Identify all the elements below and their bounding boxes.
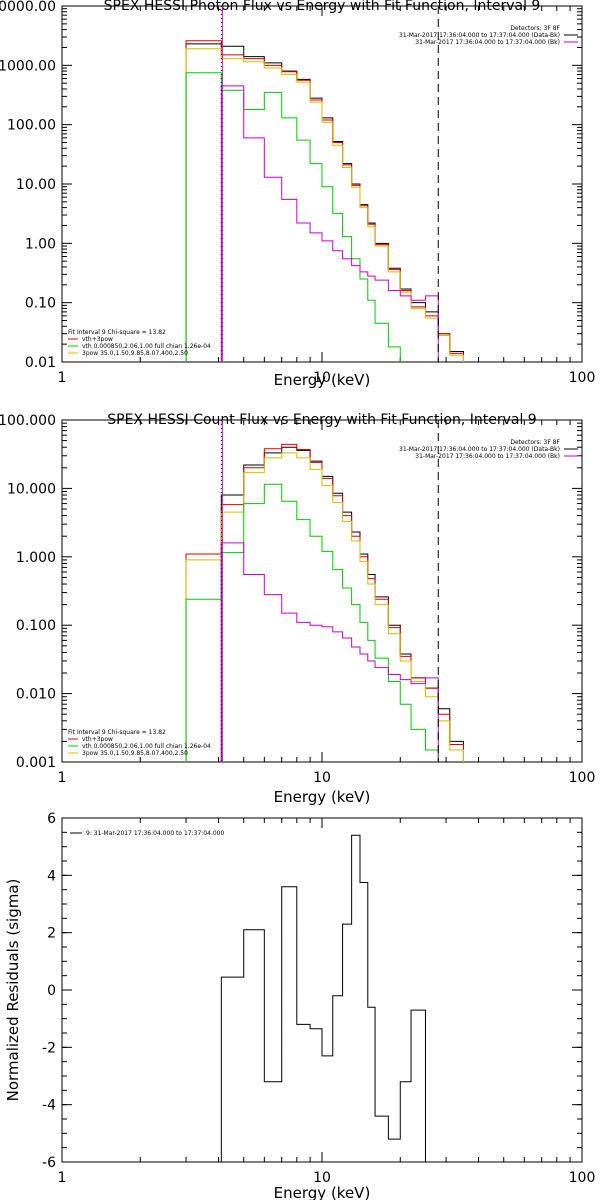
series-line-5	[220, 85, 439, 362]
y-tick-label: 1000.00	[0, 58, 56, 74]
y-tick-label: 0.10	[25, 296, 56, 312]
legend-text: vth 0.000850,2.06,1.00 full chian 1.26e-…	[82, 343, 211, 350]
series-line-2	[185, 40, 464, 362]
series-line-5	[220, 542, 439, 762]
y-tick-label: 10000.00	[0, 0, 56, 15]
y-tick-label: -4	[42, 1098, 56, 1114]
legend-text: 3pow 35.0,1.50,9.85,8.07,400,2.50	[82, 350, 188, 357]
y-tick-label: 0.010	[16, 687, 56, 703]
plot-frame	[61, 817, 583, 1163]
series-line-3	[185, 48, 464, 362]
y-tick-label: 0.001	[16, 755, 56, 771]
legend-text: 31-Mar-2017 17:36:04.000 to 17:37:04.000…	[415, 39, 560, 46]
legend-text: Fit Interval 9 Chi-square = 13.82	[68, 729, 166, 736]
y-tick-label: 0	[47, 983, 56, 999]
legend-text: 31-Mar-2017 17:36:04.000 to 17:37:04.000…	[399, 32, 560, 39]
panel-2: SPEX HESSI Count Flux vs Energy with Fit…	[0, 412, 596, 806]
series-line-1	[220, 834, 439, 1162]
x-tick-label: 100	[569, 770, 596, 786]
legend-text: vth+3pow	[82, 736, 113, 743]
panel-1: SPEX HESSI Photon Flux vs Energy with Fi…	[0, 0, 596, 389]
x-axis-label: Energy (keV)	[274, 371, 371, 389]
y-tick-label: -6	[42, 1155, 56, 1171]
x-tick-label: 1	[58, 370, 67, 386]
x-tick-label: 1	[58, 770, 67, 786]
x-tick-label: 100	[569, 1170, 596, 1186]
series-line-3	[185, 452, 464, 762]
x-axis-label: Energy (keV)	[274, 788, 371, 806]
x-tick-label: 100	[569, 370, 596, 386]
x-tick-label: 1	[58, 1170, 67, 1186]
legend-text: 3pow 35.0,1.50,9.85,8.07,400,2.50	[82, 750, 188, 757]
legend-text: Fit Interval 9 Chi-square = 13.82	[68, 329, 166, 336]
series-group	[185, 443, 464, 762]
series-line-1	[185, 43, 464, 362]
y-tick-label: 10.000	[7, 481, 56, 497]
y-tick-label: 100.00	[7, 118, 56, 134]
legend-text: vth+3pow	[82, 336, 113, 343]
y-axis-label: Normalized Residuals (sigma)	[4, 879, 22, 1102]
y-tick-label: 0.01	[25, 355, 56, 371]
y-tick-label: 2	[47, 926, 56, 942]
series-line-4	[185, 483, 439, 762]
series-group	[185, 40, 464, 362]
legend-text: Detectors: 3F 8F	[510, 439, 560, 446]
y-tick-label: 100.000	[0, 413, 56, 429]
y-tick-label: 6	[47, 811, 56, 827]
x-tick-label: 10	[313, 1170, 331, 1186]
series-group	[220, 834, 439, 1162]
legend-text: 31-Mar-2017 17:36:04.000 to 17:37:04.000…	[399, 446, 560, 453]
legend-text: 31-Mar-2017 17:36:04.000 to 17:37:04.000…	[415, 453, 560, 460]
y-tick-label: 0.100	[16, 618, 56, 634]
y-tick-label: 10.00	[16, 177, 56, 193]
legend-text: Detectors: 3F 8F	[510, 25, 560, 32]
x-axis-label: Energy (keV)	[274, 1184, 371, 1200]
legend-text: vth 0.000850,2.06,1.00 full chian 1.26e-…	[82, 743, 211, 750]
x-tick-label: 10	[313, 770, 331, 786]
y-tick-label: -2	[42, 1040, 56, 1056]
legend-text: 9: 31-Mar-2017 17:36:04.000 to 17:37:04.…	[86, 830, 224, 837]
x-tick-label: 10	[313, 370, 331, 386]
y-tick-label: 1.00	[25, 236, 56, 252]
y-tick-label: 1.000	[16, 550, 56, 566]
series-line-2	[185, 443, 464, 762]
y-tick-label: 4	[47, 868, 56, 884]
series-line-1	[185, 446, 464, 762]
panel-3: 1 10 100 Energy (keV) 6 4 2 0 -2 -4 -6 Normalized R…	[4, 811, 595, 1200]
series-line-4	[185, 72, 401, 362]
